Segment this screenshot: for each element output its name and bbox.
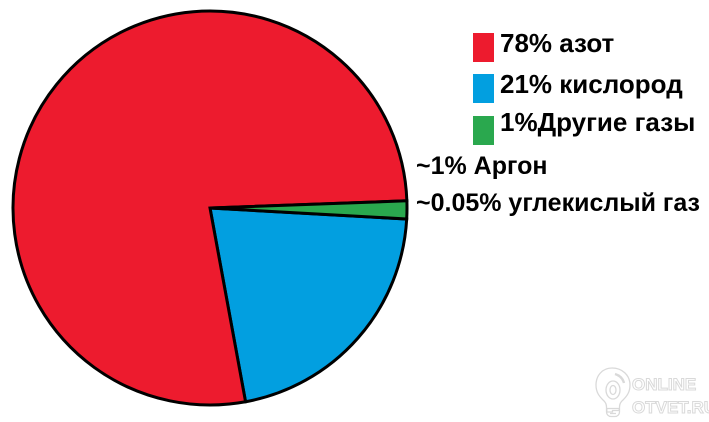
svg-text:ONLINE: ONLINE bbox=[632, 375, 696, 394]
svg-text:OTVET.RU: OTVET.RU bbox=[632, 398, 709, 417]
